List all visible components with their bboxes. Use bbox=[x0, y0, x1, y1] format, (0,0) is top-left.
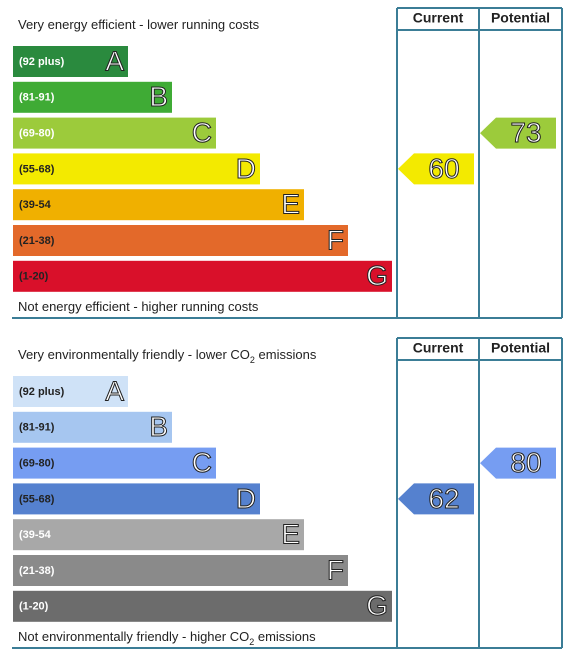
rating-band bbox=[13, 483, 260, 515]
rating-band bbox=[13, 117, 216, 149]
band-range: (1-20) bbox=[19, 601, 49, 613]
band-range: (21-38) bbox=[19, 565, 55, 577]
rating-arrow bbox=[398, 483, 474, 515]
band-range: (1-20) bbox=[19, 271, 49, 283]
rating-arrow bbox=[398, 153, 474, 185]
rating-band bbox=[13, 447, 216, 479]
rating-band bbox=[13, 189, 304, 221]
column-header: Potential bbox=[491, 10, 550, 26]
band-letter: F bbox=[327, 554, 344, 585]
band-letter: A bbox=[105, 45, 124, 76]
band-range: (55-68) bbox=[19, 493, 55, 505]
band-range: (21-38) bbox=[19, 235, 55, 247]
panel-footer: Not environmentally friendly - higher CO… bbox=[18, 629, 316, 647]
rating-band bbox=[13, 590, 392, 622]
rating-band bbox=[13, 225, 348, 256]
rating-arrow bbox=[480, 117, 556, 149]
panel-title-part: Very energy efficient - lower running co… bbox=[18, 17, 260, 32]
band-letter: B bbox=[149, 411, 168, 442]
panel-title: Very energy efficient - lower running co… bbox=[18, 17, 260, 32]
band-letter: D bbox=[236, 483, 256, 514]
band-range: (81-91) bbox=[19, 92, 55, 104]
band-range: (39-54 bbox=[19, 529, 52, 541]
panel-footer-part: emissions bbox=[254, 629, 316, 644]
rating-arrow bbox=[480, 447, 556, 479]
panel-title-part: emissions bbox=[255, 347, 317, 362]
rating-band bbox=[13, 519, 304, 551]
rating-band bbox=[13, 260, 392, 292]
band-range: (69-80) bbox=[19, 458, 55, 470]
band-range: (69-80) bbox=[19, 128, 55, 140]
rating-band bbox=[13, 153, 260, 185]
rating-value: 73 bbox=[510, 117, 541, 148]
rating-band bbox=[13, 81, 172, 113]
panel-footer-part: Not environmentally friendly - higher CO bbox=[18, 629, 249, 644]
band-range: (55-68) bbox=[19, 163, 55, 175]
band-range: (39-54 bbox=[19, 199, 52, 211]
band-range: (92 plus) bbox=[19, 56, 65, 68]
panel-footer-part: Not energy efficient - higher running co… bbox=[18, 299, 259, 314]
band-letter: G bbox=[366, 260, 388, 291]
rating-band bbox=[13, 46, 128, 77]
rating-value: 60 bbox=[428, 153, 459, 184]
column-header: Current bbox=[413, 340, 464, 356]
band-letter: G bbox=[366, 590, 388, 621]
band-letter: D bbox=[236, 153, 256, 184]
band-letter: C bbox=[192, 117, 212, 148]
rating-band bbox=[13, 555, 348, 586]
band-letter: E bbox=[281, 519, 300, 550]
panel-title-part: Very environmentally friendly - lower CO bbox=[18, 347, 250, 362]
panel-title-part: 2 bbox=[250, 355, 255, 365]
band-letter: A bbox=[105, 375, 124, 406]
band-range: (81-91) bbox=[19, 422, 55, 434]
rating-value: 62 bbox=[428, 483, 459, 514]
rating-band bbox=[13, 411, 172, 443]
column-header: Current bbox=[413, 10, 464, 26]
band-letter: B bbox=[149, 81, 168, 112]
panel-title: Very environmentally friendly - lower CO… bbox=[18, 347, 317, 365]
panel-footer: Not energy efficient - higher running co… bbox=[18, 299, 259, 314]
panel-footer-part: 2 bbox=[249, 637, 254, 647]
band-range: (92 plus) bbox=[19, 386, 65, 398]
band-letter: F bbox=[327, 224, 344, 255]
column-header: Potential bbox=[491, 340, 550, 356]
rating-band bbox=[13, 376, 128, 407]
band-letter: C bbox=[192, 447, 212, 478]
band-letter: E bbox=[281, 189, 300, 220]
rating-value: 80 bbox=[510, 447, 541, 478]
